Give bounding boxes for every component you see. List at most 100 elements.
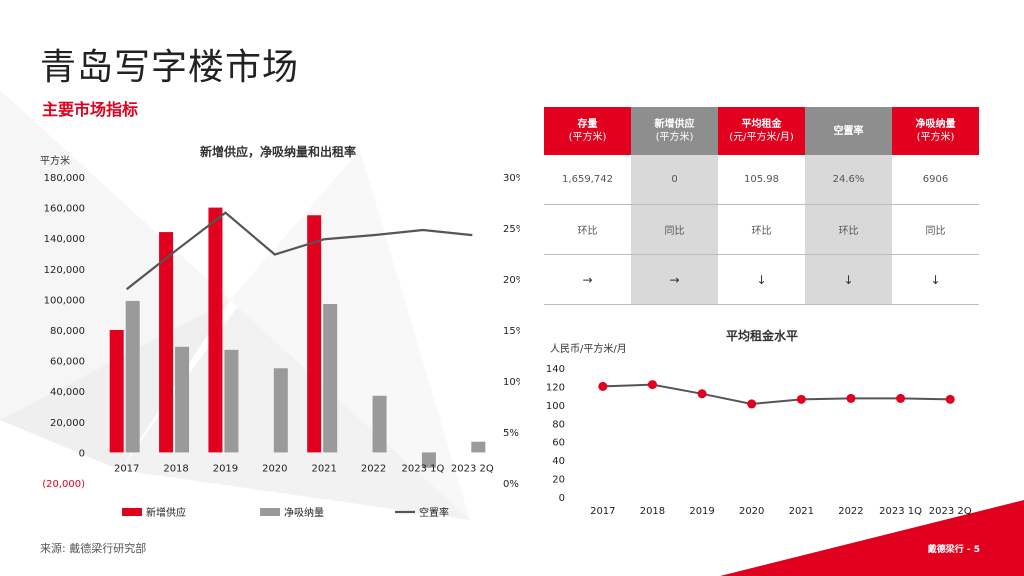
x-tick-label: 2020 [739, 506, 764, 517]
source-note: 来源: 戴德梁行研究部 [40, 542, 147, 555]
y-tick-label: 0 [559, 493, 565, 504]
footer-page-label: 戴德梁行 - 5 [927, 545, 980, 555]
table-header-cell: 平均租金 (元/平方米/月) [718, 107, 805, 155]
legend-label: 净吸纳量 [284, 506, 324, 519]
data-point [647, 380, 657, 390]
table-header-cell: 存量 (平方米) [544, 107, 631, 155]
table-row-values: 1,659,742 0 105.98 24.6% 6906 [544, 155, 979, 205]
bar [273, 368, 288, 453]
bar [224, 349, 239, 453]
table-row-comparison: 环比 同比 环比 环比 同比 [544, 204, 979, 255]
y2-tick-label: 30% [503, 173, 520, 184]
y2-tick-label: 0% [503, 479, 519, 490]
trend-arrow-icon: ↓ [805, 254, 892, 305]
x-tick-label: 2019 [213, 463, 238, 474]
y-tick-label: 180,000 [44, 173, 85, 184]
y-tick-label: 80 [552, 419, 565, 430]
y-tick-label: 60 [552, 438, 565, 449]
x-tick-label: 2022 [361, 463, 386, 474]
line-series-vacancy [126, 211, 473, 291]
bg-facet [0, 90, 230, 420]
value-cell: 0 [631, 155, 718, 205]
x-tick-label: 2023 2Q [451, 463, 494, 474]
bg-facet [230, 150, 470, 520]
comparison-cell: 环比 [718, 204, 805, 255]
data-point [697, 389, 707, 399]
y2-tick-label: 15% [503, 326, 520, 337]
trend-arrow-icon: ↓ [718, 254, 805, 305]
bar [109, 330, 124, 453]
y-tick-label: 20 [552, 475, 565, 486]
table-row-trend: → → ↓ ↓ ↓ [544, 254, 979, 305]
bar [125, 300, 140, 453]
bar [471, 441, 486, 453]
y-tick-label: 160,000 [44, 204, 85, 215]
y-axis-label: 人民币/平方米/月 [550, 342, 627, 355]
data-point [796, 394, 806, 404]
comparison-cell: 同比 [892, 204, 979, 255]
bar [372, 395, 387, 453]
table-header-cell: 新增供应 (平方米) [631, 107, 718, 155]
y-tick-label: 80,000 [50, 326, 85, 337]
value-cell: 6906 [892, 155, 979, 205]
comparison-cell: 环比 [805, 204, 892, 255]
y-axis-label: 平方米 [40, 154, 70, 167]
legend-swatch [260, 508, 280, 516]
trend-arrow-icon: → [631, 254, 718, 305]
value-cell: 1,659,742 [544, 155, 631, 205]
bar [307, 215, 322, 453]
y-tick-label: 60,000 [50, 357, 85, 368]
chart-title: 平均租金水平 [726, 328, 798, 343]
x-tick-label: 2023 1Q [402, 463, 445, 474]
bar [175, 346, 190, 453]
bar [323, 303, 338, 453]
x-tick-label: 2021 [789, 506, 814, 517]
x-tick-label: 2023 1Q [879, 506, 922, 517]
x-tick-label: 2018 [163, 463, 188, 474]
page-subtitle: 主要市场指标 [42, 100, 139, 119]
comparison-cell: 环比 [544, 204, 631, 255]
x-tick-label: 2018 [640, 506, 665, 517]
y2-tick-label: 10% [503, 377, 520, 388]
x-tick-label: 2017 [590, 506, 615, 517]
y-tick-label: 40,000 [50, 387, 85, 398]
x-tick-label: 2020 [262, 463, 287, 474]
page-title: 青岛写字楼市场 [40, 47, 300, 88]
footer-red-band [720, 500, 1024, 576]
y2-tick-label: 25% [503, 224, 520, 235]
market-indicators-table: 存量 (平方米) 新增供应 (平方米) 平均租金 (元/平方米/月) 空置率 净吸纳量… [544, 107, 979, 305]
y-tick-label: (20,000) [42, 479, 85, 490]
legend-label: 空置率 [419, 506, 449, 519]
bar [421, 452, 436, 468]
chart-title: 新增供应，净吸纳量和出租率 [200, 144, 356, 159]
x-tick-label: 2019 [689, 506, 714, 517]
y2-tick-label: 5% [503, 428, 519, 439]
y-tick-label: 40 [552, 456, 565, 467]
data-point [747, 399, 757, 409]
comparison-cell: 同比 [631, 204, 718, 255]
y-tick-label: 120 [546, 382, 565, 393]
y-tick-label: 140 [546, 364, 565, 375]
trend-arrow-icon: → [544, 254, 631, 305]
bar [159, 232, 174, 453]
y-tick-label: 120,000 [44, 265, 85, 276]
table-header-cell: 空置率 [805, 107, 892, 155]
value-cell: 24.6% [805, 155, 892, 205]
x-tick-label: 2017 [114, 463, 139, 474]
y-tick-label: 0 [79, 448, 85, 459]
bar [208, 207, 223, 453]
data-point [945, 394, 955, 404]
x-tick-label: 2022 [838, 506, 863, 517]
legend-swatch [122, 508, 142, 516]
data-point [896, 393, 906, 403]
table-header-cell: 净吸纳量 (平方米) [892, 107, 979, 155]
y-tick-label: 140,000 [44, 234, 85, 245]
x-tick-label: 2023 2Q [929, 506, 972, 517]
y-tick-label: 20,000 [50, 418, 85, 429]
value-cell: 105.98 [718, 155, 805, 205]
x-tick-label: 2021 [311, 463, 336, 474]
y2-tick-label: 20% [503, 275, 520, 286]
line-series-rent [602, 383, 951, 405]
